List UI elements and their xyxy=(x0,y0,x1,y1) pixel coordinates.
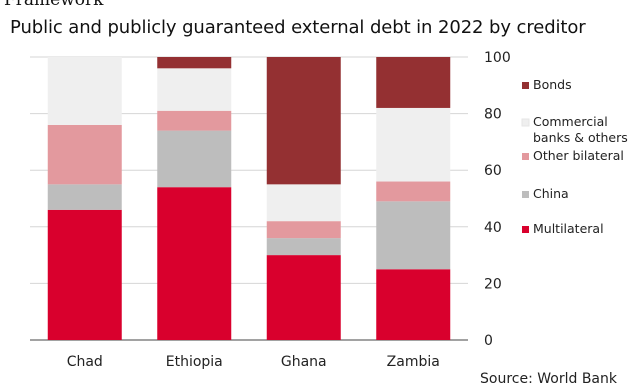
legend-label: Multilateral xyxy=(533,221,604,236)
y-tick-label: 0 xyxy=(484,333,493,349)
legend-swatch xyxy=(522,191,529,198)
bar-segment xyxy=(157,187,232,340)
bar-segment xyxy=(47,209,122,340)
bar-segment xyxy=(376,57,451,108)
category-label: Chad xyxy=(67,354,103,370)
y-tick-label: 40 xyxy=(484,220,502,236)
clipped-heading-fragment: Framework xyxy=(4,0,104,10)
legend-label: Commercial xyxy=(533,114,608,129)
bar-segment xyxy=(376,107,451,182)
legend-swatch xyxy=(522,82,529,89)
bar-segment xyxy=(266,184,341,222)
bar-segment xyxy=(157,110,232,131)
bar-segment xyxy=(376,269,451,340)
legend-swatch xyxy=(521,118,530,127)
bar-segment xyxy=(266,238,341,256)
source-note: Source: World Bank xyxy=(480,371,617,387)
bar-segment xyxy=(157,130,232,188)
y-tick-label: 80 xyxy=(484,107,502,123)
bar-segment xyxy=(376,181,451,202)
legend-swatch xyxy=(522,153,529,160)
bar-segment xyxy=(157,68,232,111)
legend-label: banks & others xyxy=(533,130,628,145)
legend-swatch xyxy=(522,226,529,233)
legend-label: Bonds xyxy=(533,77,572,92)
bar-segment xyxy=(376,201,451,270)
legend-label: China xyxy=(533,186,569,201)
chart-title: Public and publicly guaranteed external … xyxy=(10,17,586,38)
bar-segment xyxy=(266,57,341,185)
y-tick-label: 20 xyxy=(484,276,502,292)
category-label: Ethiopia xyxy=(166,354,223,370)
y-tick-label: 100 xyxy=(484,50,511,66)
category-label: Ghana xyxy=(281,354,327,370)
bar-segment xyxy=(266,255,341,340)
bar-segment xyxy=(47,184,122,210)
bar-segment xyxy=(47,57,122,125)
legend-label: Other bilateral xyxy=(533,148,624,163)
bar-segment xyxy=(47,124,122,185)
y-tick-label: 60 xyxy=(484,163,502,179)
category-label: Zambia xyxy=(387,354,440,370)
bar-segment xyxy=(157,57,232,69)
bar-segment xyxy=(266,221,341,239)
